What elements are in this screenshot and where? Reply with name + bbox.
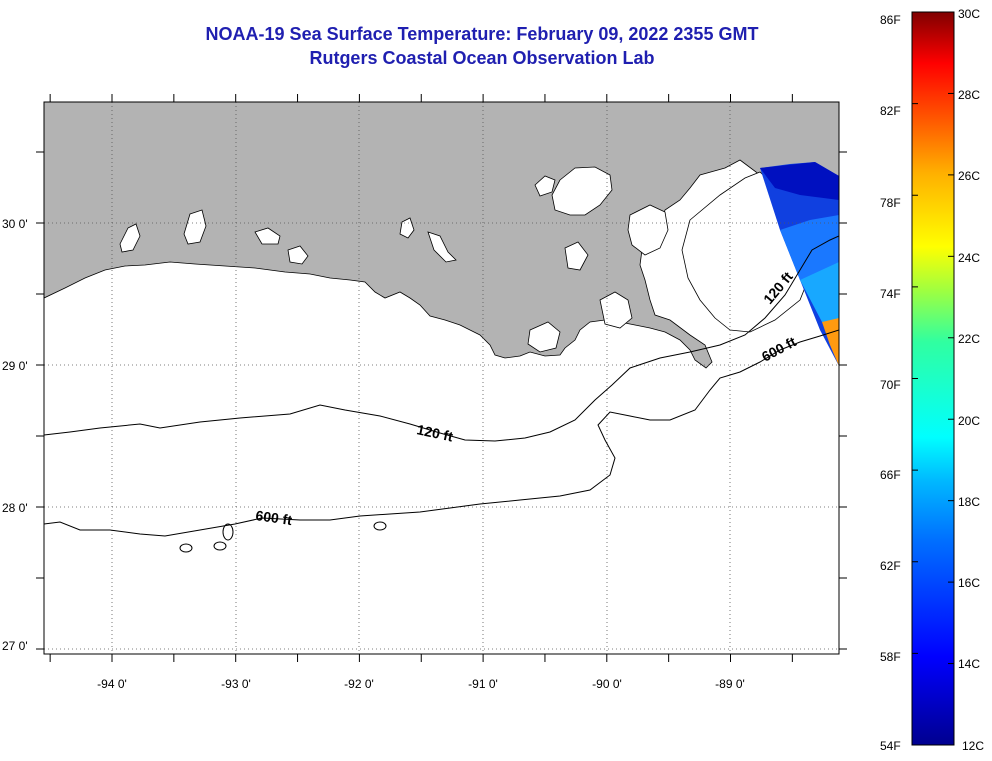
colorbar-f-66: 66F	[880, 468, 901, 482]
colorbar	[911, 11, 955, 746]
colorbar-ticks	[912, 11, 954, 746]
colorbar-c-14: 14C	[958, 657, 980, 671]
chart-title: NOAA-19 Sea Surface Temperature: Februar…	[205, 24, 759, 44]
map-border	[43, 101, 840, 655]
colorbar-f-62: 62F	[880, 559, 901, 573]
chart-subtitle: Rutgers Coastal Ocean Observation Lab	[309, 48, 655, 68]
white-lake	[287, 245, 309, 265]
barataria-bay	[599, 291, 633, 329]
lake-maurepas	[534, 175, 556, 197]
colorbar-f-86: 86F	[880, 13, 901, 27]
sst-swath-warmer	[800, 262, 839, 322]
lon-label-92: -92 0'	[344, 677, 374, 691]
lat-label-28: 28 0'	[2, 501, 28, 515]
colorbar-c-30: 30C	[958, 7, 980, 21]
sst-swath-cool	[760, 162, 839, 200]
lon-label-91: -91 0'	[468, 677, 498, 691]
lat-label-27: 27 0'	[2, 639, 28, 653]
lake-borgne	[627, 204, 669, 256]
contour-island-4	[373, 521, 387, 531]
calcasieu-lake	[183, 209, 207, 245]
contour-island-2	[179, 543, 193, 553]
lat-label-30: 30 0'	[2, 217, 28, 231]
colorbar-c-26: 26C	[958, 169, 980, 183]
sst-swath-warmest	[822, 318, 839, 366]
contour-island-3	[213, 541, 227, 551]
inland-lake-c	[564, 241, 589, 271]
lon-label-94: -94 0'	[97, 677, 127, 691]
sabine-lake	[119, 223, 141, 253]
lon-label-93: -93 0'	[221, 677, 251, 691]
colorbar-f-74: 74F	[880, 287, 901, 301]
contour-label-600-west: 600 ft	[255, 507, 294, 528]
colorbar-c-20: 20C	[958, 414, 980, 428]
colorbar-c-18: 18C	[958, 495, 980, 509]
colorbar-f-78: 78F	[880, 196, 901, 210]
map-ticks	[36, 94, 847, 662]
colorbar-f-70: 70F	[880, 378, 901, 392]
lon-label-90: -90 0'	[592, 677, 622, 691]
colorbar-c-24: 24C	[958, 251, 980, 265]
contour-label-120-west: 120 ft	[415, 421, 454, 444]
colorbar-c-12: 12C	[962, 739, 984, 753]
inland-lake-a	[399, 217, 415, 239]
colorbar-c-16: 16C	[958, 576, 980, 590]
contour-120ft	[44, 235, 839, 442]
graticule	[44, 102, 839, 654]
colorbar-c-28: 28C	[958, 88, 980, 102]
inland-lake-b	[427, 231, 457, 263]
contour-600ft	[44, 329, 839, 537]
colorbar-f-54: 54F	[880, 739, 901, 753]
colorbar-f-58: 58F	[880, 650, 901, 664]
colorbar-f-82: 82F	[880, 104, 901, 118]
grand-lake	[254, 227, 281, 245]
contour-island-1	[222, 523, 234, 541]
lake-pontchartrain	[551, 166, 613, 216]
lat-label-29: 29 0'	[2, 359, 28, 373]
colorbar-c-22: 22C	[958, 332, 980, 346]
lon-label-89: -89 0'	[715, 677, 745, 691]
terrebonne-bay	[527, 321, 561, 353]
